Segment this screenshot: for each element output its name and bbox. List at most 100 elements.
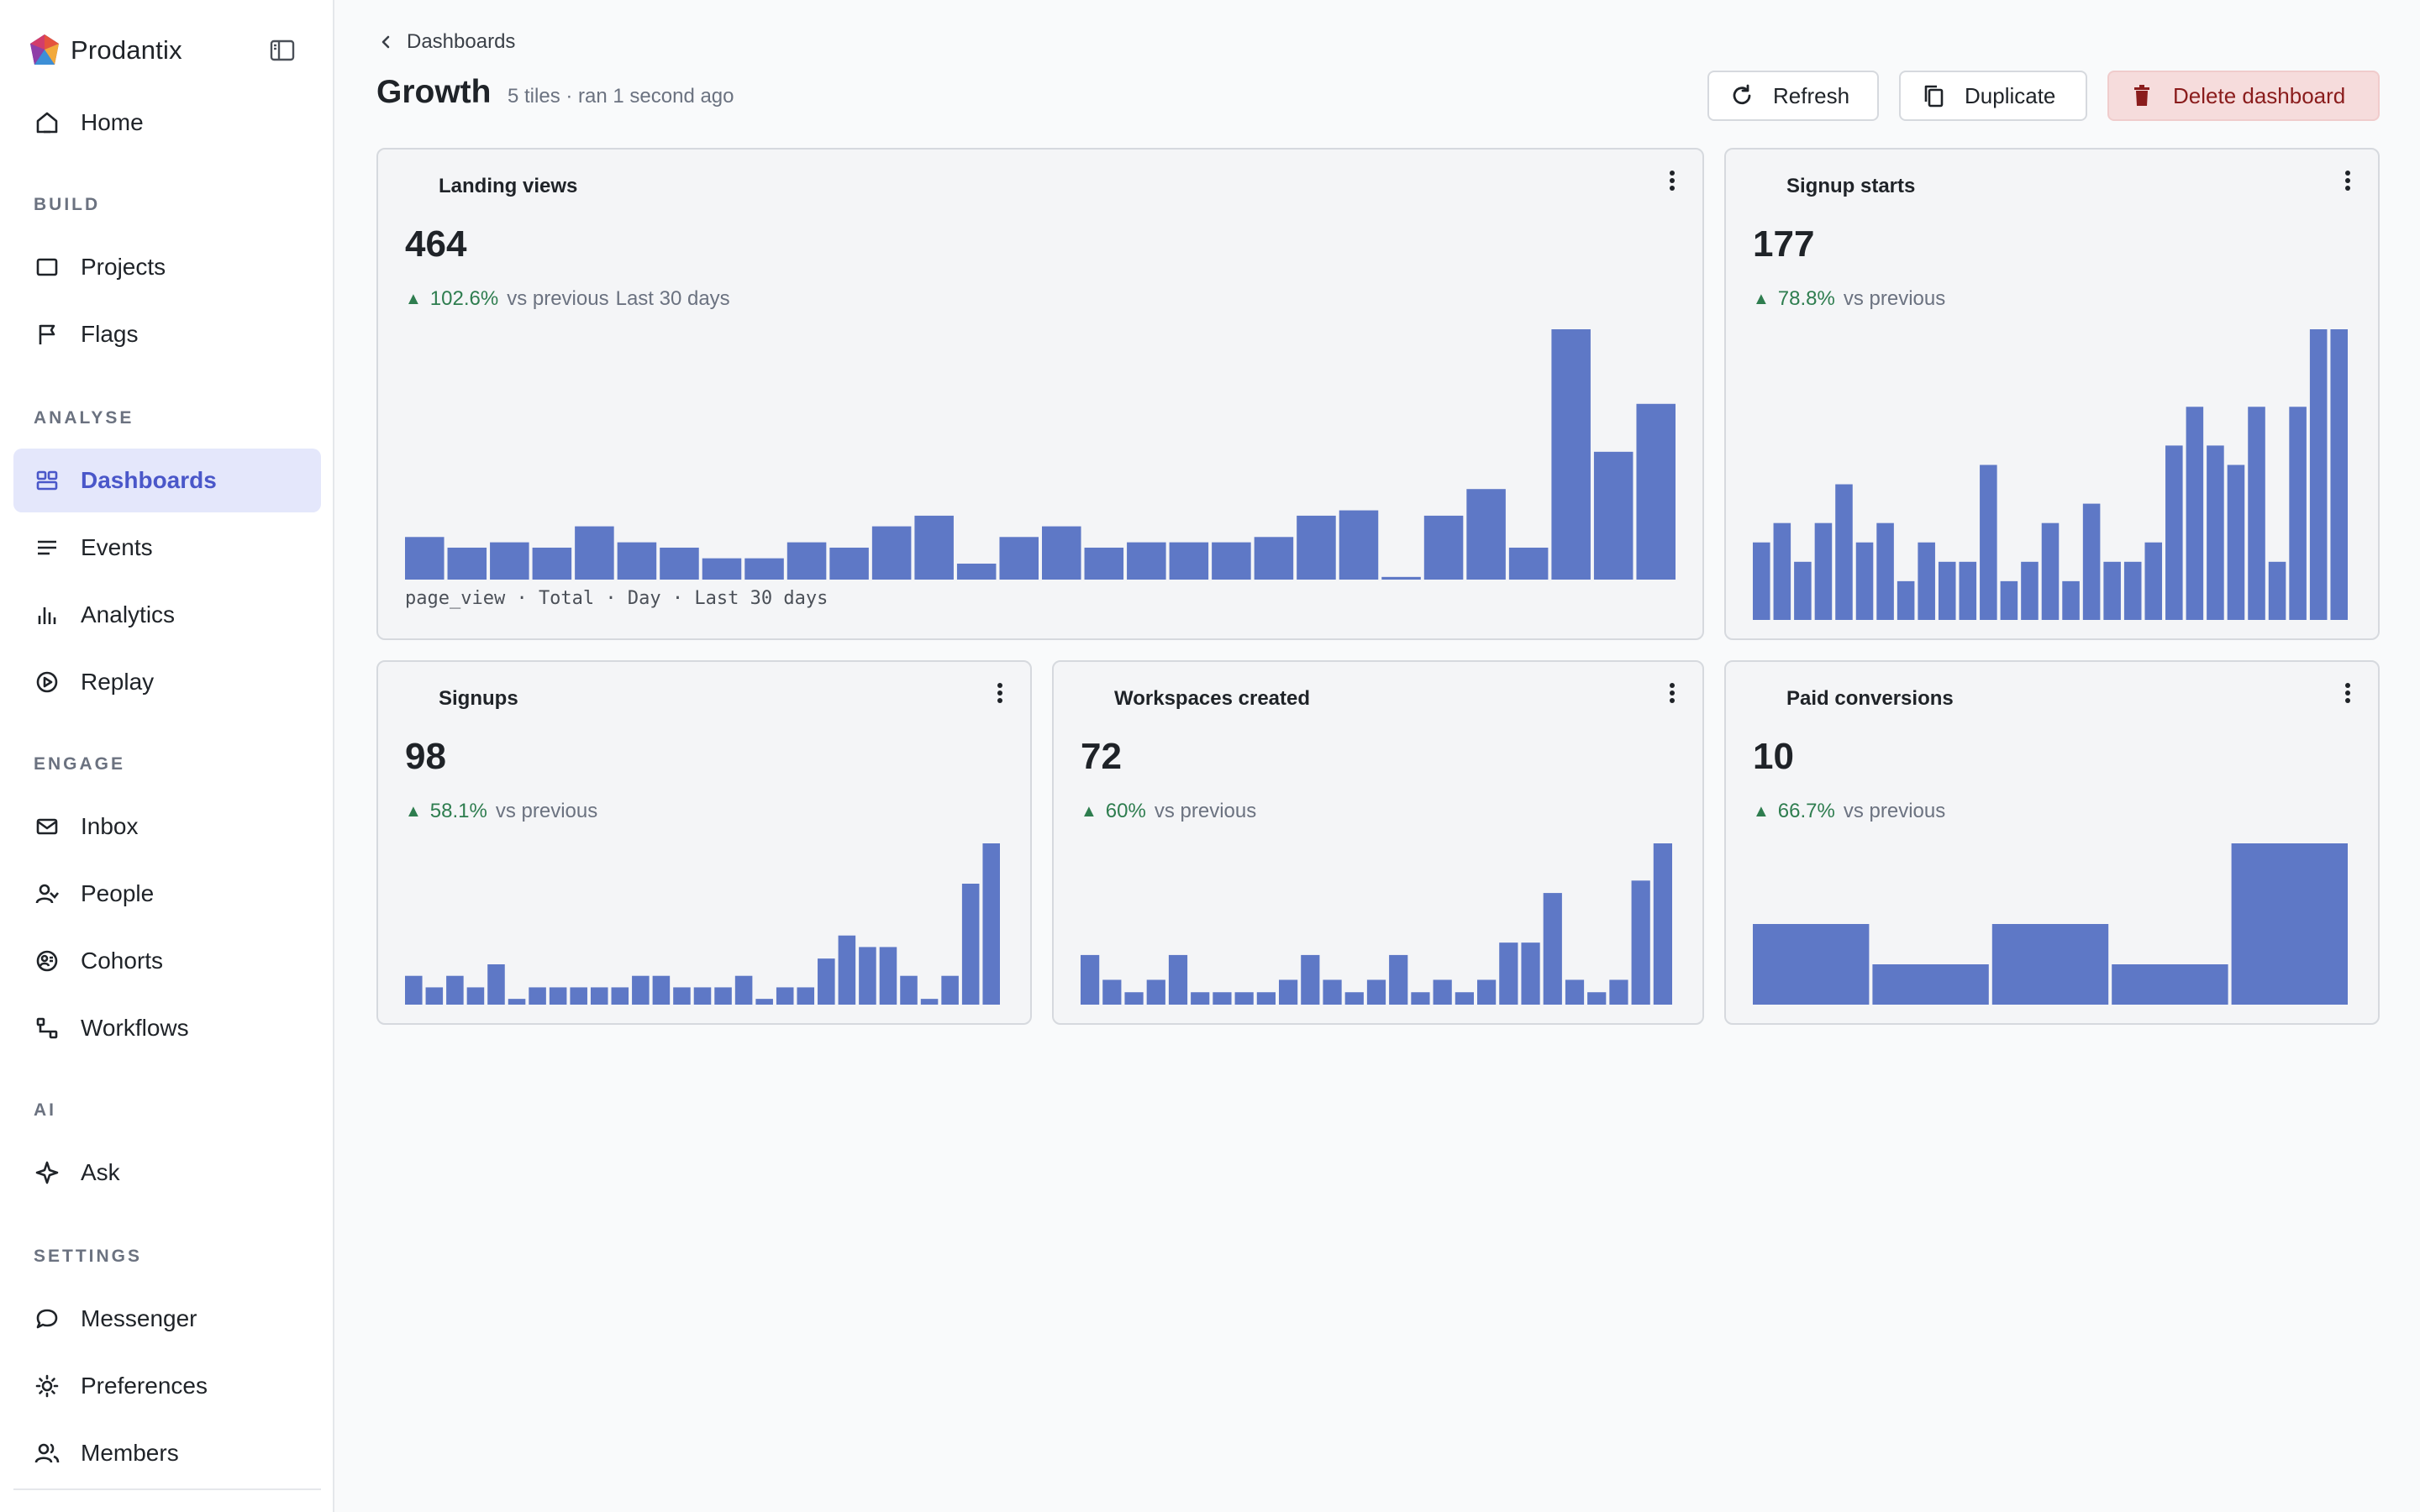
chart-bar[interactable] — [1168, 954, 1188, 1005]
chart-bar[interactable] — [1897, 580, 1915, 620]
duplicate-button[interactable]: Duplicate — [1899, 71, 2087, 121]
chart-bar[interactable] — [1872, 964, 1989, 1005]
chart-bar[interactable] — [1477, 979, 1497, 1005]
chart-bar[interactable] — [2330, 329, 2348, 620]
chart-bar[interactable] — [1381, 576, 1421, 580]
chart-bar[interactable] — [673, 987, 691, 1005]
refresh-button[interactable]: Refresh — [1707, 71, 1879, 121]
chart-bar[interactable] — [1918, 542, 1935, 620]
chart-bar[interactable] — [786, 542, 827, 580]
chart-bar[interactable] — [714, 987, 732, 1005]
chart-bar[interactable] — [2207, 445, 2224, 620]
chart-bar[interactable] — [1631, 880, 1650, 1005]
chart-bar[interactable] — [1389, 954, 1408, 1005]
chart-bar[interactable] — [818, 958, 835, 1005]
chart-bar[interactable] — [1279, 979, 1298, 1005]
chart-bar[interactable] — [1980, 465, 1997, 620]
chart-bar[interactable] — [2144, 542, 2163, 620]
brand[interactable]: Prodantix — [27, 30, 182, 71]
chart-bar[interactable] — [914, 515, 954, 580]
chart-bar[interactable] — [1508, 547, 1549, 580]
sidebar-item-home[interactable]: Home — [13, 91, 321, 155]
chart-bar[interactable] — [702, 558, 742, 580]
chart-bar[interactable] — [755, 999, 773, 1005]
chart-bar[interactable] — [447, 547, 487, 580]
chart-bar[interactable] — [838, 935, 856, 1005]
chart-bar[interactable] — [1593, 451, 1634, 580]
chart-bar[interactable] — [570, 987, 587, 1005]
sidebar-item-inbox[interactable]: Inbox — [13, 795, 321, 858]
chart-bar[interactable] — [1256, 992, 1276, 1005]
chart-bar[interactable] — [1521, 942, 1540, 1005]
chart-bar[interactable] — [1213, 992, 1232, 1005]
chart-bar[interactable] — [1938, 561, 1956, 620]
chart-bar[interactable] — [1835, 484, 1853, 620]
chart-bar[interactable] — [1344, 992, 1364, 1005]
chart-bar[interactable] — [532, 547, 572, 580]
chart-bar[interactable] — [2041, 522, 2060, 620]
chart-bar[interactable] — [2268, 561, 2286, 620]
chart-bar[interactable] — [961, 884, 980, 1005]
chart-bar[interactable] — [2227, 465, 2245, 620]
chart-bar[interactable] — [1959, 561, 1977, 620]
chart-bar[interactable] — [1102, 979, 1122, 1005]
chart-bar[interactable] — [1423, 515, 1464, 580]
chart-bar[interactable] — [776, 987, 794, 1005]
delete-dashboard-button[interactable]: Delete dashboard — [2107, 71, 2380, 121]
sidebar-item-events[interactable]: Events — [13, 516, 321, 580]
chart-bar[interactable] — [1543, 893, 1562, 1005]
chart-bar[interactable] — [871, 526, 912, 580]
chart-bar[interactable] — [575, 526, 614, 580]
chart-bar[interactable] — [1609, 979, 1628, 1005]
chart-bar[interactable] — [920, 999, 939, 1005]
tile-menu-button[interactable] — [2338, 168, 2358, 193]
chart-bar[interactable] — [1455, 992, 1474, 1005]
chart-bar[interactable] — [1551, 329, 1591, 580]
chart-bar[interactable] — [1499, 942, 1518, 1005]
sidebar-item-projects[interactable]: Projects — [13, 235, 321, 299]
chart-bar[interactable] — [2186, 407, 2204, 620]
sidebar-item-cohorts[interactable]: Cohorts — [13, 929, 321, 993]
chart-bar[interactable] — [1297, 515, 1336, 580]
chart-bar[interactable] — [1855, 542, 1874, 620]
chart-bar[interactable] — [487, 964, 505, 1005]
chart-bar[interactable] — [405, 975, 423, 1005]
chart-bar[interactable] — [829, 547, 869, 580]
chart-bar[interactable] — [1323, 979, 1342, 1005]
sidebar-item-dashboards[interactable]: Dashboards — [13, 449, 321, 512]
chart-bar[interactable] — [1653, 843, 1672, 1005]
chart-bar[interactable] — [2309, 329, 2328, 620]
chart-bar[interactable] — [1794, 561, 1812, 620]
chart-bar[interactable] — [1814, 522, 1833, 620]
tile-menu-button[interactable] — [2338, 680, 2358, 706]
chart-bar[interactable] — [660, 547, 699, 580]
chart-bar[interactable] — [2062, 580, 2080, 620]
chart-bar[interactable] — [1466, 489, 1506, 580]
chart-bar[interactable] — [982, 843, 1000, 1005]
chart-bar[interactable] — [617, 542, 657, 580]
chart-bar[interactable] — [1127, 542, 1166, 580]
chart-bar[interactable] — [529, 987, 546, 1005]
chart-bar[interactable] — [1212, 542, 1251, 580]
sidebar-item-flags[interactable]: Flags — [13, 302, 321, 366]
chart-bar[interactable] — [999, 537, 1039, 580]
chart-bar[interactable] — [1339, 510, 1379, 580]
chart-bar[interactable] — [1876, 522, 1894, 620]
sidebar-item-workflows[interactable]: Workflows — [13, 996, 321, 1060]
chart-bar[interactable] — [1565, 979, 1585, 1005]
chart-bar[interactable] — [1636, 403, 1676, 580]
tile-menu-button[interactable] — [990, 680, 1010, 706]
chart-bar[interactable] — [2021, 561, 2039, 620]
chart-bar[interactable] — [956, 563, 997, 580]
chart-bar[interactable] — [1146, 979, 1165, 1005]
chart-bar[interactable] — [1753, 542, 1770, 620]
sidebar-item-analytics[interactable]: Analytics — [13, 583, 321, 647]
chart-bar[interactable] — [1191, 992, 1210, 1005]
chart-bar[interactable] — [2289, 407, 2307, 620]
sidebar-item-messenger[interactable]: Messenger — [13, 1287, 321, 1351]
chart-bar[interactable] — [2123, 561, 2142, 620]
tile-menu-button[interactable] — [1662, 168, 1682, 193]
chart-bar[interactable] — [1991, 924, 2109, 1005]
chart-bar[interactable] — [590, 987, 608, 1005]
sidebar-item-ask[interactable]: Ask — [13, 1141, 321, 1205]
